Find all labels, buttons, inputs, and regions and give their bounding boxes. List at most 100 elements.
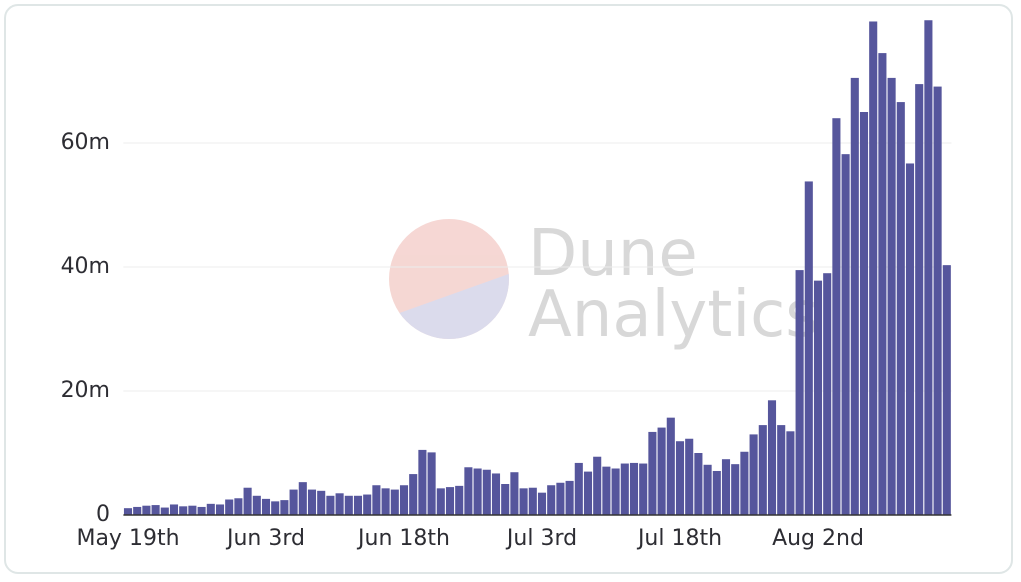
bar xyxy=(859,112,869,515)
bar xyxy=(731,464,740,515)
bar xyxy=(261,498,271,515)
bar xyxy=(942,265,951,515)
bar xyxy=(896,102,905,515)
y-tick-label: 40m xyxy=(61,254,110,279)
bar xyxy=(151,505,160,515)
bar xyxy=(482,469,491,515)
bar xyxy=(390,489,399,515)
bar xyxy=(905,163,915,515)
bar xyxy=(758,425,767,515)
watermark-text: Analytics xyxy=(528,278,819,352)
bar xyxy=(565,480,574,515)
bar xyxy=(344,495,353,515)
bar xyxy=(445,487,455,515)
bar xyxy=(473,468,482,515)
bar xyxy=(326,495,335,515)
bar xyxy=(307,489,317,515)
bar xyxy=(712,470,721,515)
bar xyxy=(850,77,859,516)
bar xyxy=(372,485,381,515)
bar xyxy=(436,488,445,515)
bar xyxy=(501,484,510,515)
bar xyxy=(409,474,418,515)
bar xyxy=(335,493,344,515)
bar xyxy=(583,471,593,515)
bar xyxy=(215,504,225,515)
watermark: Dune Analytics xyxy=(389,217,819,352)
bar xyxy=(777,425,786,515)
bar xyxy=(593,456,602,515)
bar xyxy=(832,118,841,515)
bar xyxy=(602,466,611,515)
bar xyxy=(924,20,933,516)
bar xyxy=(399,485,409,515)
bar xyxy=(639,463,648,515)
bar xyxy=(455,485,464,515)
bar xyxy=(721,459,731,515)
bar xyxy=(197,506,206,515)
bar xyxy=(280,500,289,515)
y-tick-label: 20m xyxy=(61,378,110,403)
y-tick-label: 60m xyxy=(61,130,110,155)
bar xyxy=(823,273,832,515)
bar xyxy=(694,453,703,515)
bar xyxy=(464,467,473,515)
bar xyxy=(123,508,133,515)
bar xyxy=(813,280,823,515)
bar xyxy=(206,503,215,515)
bar xyxy=(657,427,666,515)
bar xyxy=(703,464,712,515)
bar xyxy=(556,482,565,515)
bar xyxy=(675,441,685,515)
bar xyxy=(648,431,657,515)
bar xyxy=(252,495,261,515)
bar xyxy=(841,154,850,515)
bar xyxy=(491,473,501,515)
bar xyxy=(179,506,188,515)
bar xyxy=(298,482,307,515)
bar xyxy=(574,462,583,515)
bar xyxy=(510,472,519,515)
bar xyxy=(289,489,298,515)
bar xyxy=(142,505,151,515)
bar xyxy=(243,487,252,515)
bar xyxy=(685,438,694,515)
x-tick-label: May 19th xyxy=(76,526,179,551)
bar xyxy=(869,21,878,515)
y-tick-label: 0 xyxy=(96,502,110,527)
bar xyxy=(418,449,427,515)
bar xyxy=(160,507,169,515)
bar xyxy=(519,488,528,515)
bar xyxy=(547,485,556,515)
bar xyxy=(740,451,749,515)
bar xyxy=(381,488,390,515)
bar xyxy=(767,400,777,515)
bar xyxy=(169,504,179,515)
card xyxy=(4,4,1013,574)
x-tick-label: Jul 3rd xyxy=(505,526,577,551)
watermark-text: Dune xyxy=(528,217,698,291)
bar xyxy=(271,501,280,515)
bar xyxy=(611,468,620,515)
bar xyxy=(933,86,942,515)
bar xyxy=(629,462,639,515)
bar xyxy=(878,53,887,515)
bar xyxy=(537,492,547,515)
bar xyxy=(353,495,363,515)
x-tick-label: Jul 18th xyxy=(636,526,722,551)
bar xyxy=(666,417,675,515)
x-tick-label: Jun 18th xyxy=(356,526,450,551)
bar xyxy=(234,498,243,515)
x-tick-label: Aug 2nd xyxy=(772,526,864,551)
x-tick-label: Jun 3rd xyxy=(225,526,305,551)
bar xyxy=(795,270,804,515)
bar xyxy=(786,431,795,515)
bar xyxy=(133,506,142,515)
bar xyxy=(363,494,372,515)
bar xyxy=(620,463,629,515)
bar xyxy=(225,499,234,515)
bar xyxy=(887,77,896,516)
bar xyxy=(915,84,924,515)
bar xyxy=(528,487,537,515)
